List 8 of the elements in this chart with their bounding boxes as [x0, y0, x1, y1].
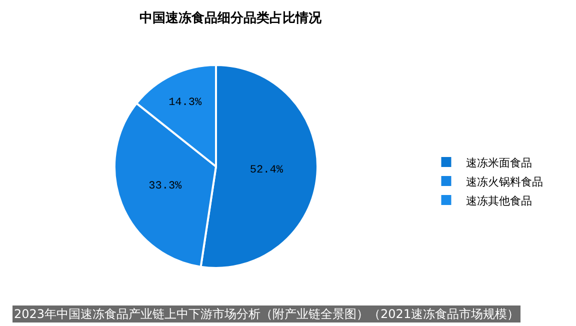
- chart-title: 中国速冻食品细分品类占比情况: [139, 10, 322, 26]
- legend-label: 速冻火锅料食品: [466, 175, 544, 188]
- text: 2023年中国速冻食品产业链上中下游市场分析（附产业链全景图）（2021速冻食品市场规模）: [14, 307, 520, 321]
- data-label: 14.3%: [168, 96, 202, 109]
- data-label: 33.3%: [148, 180, 182, 192]
- data-label: 52.4%: [250, 164, 284, 176]
- legend-label: 速冻其他食品: [466, 194, 532, 208]
- legend-label: 速冻米面食品: [466, 156, 532, 170]
